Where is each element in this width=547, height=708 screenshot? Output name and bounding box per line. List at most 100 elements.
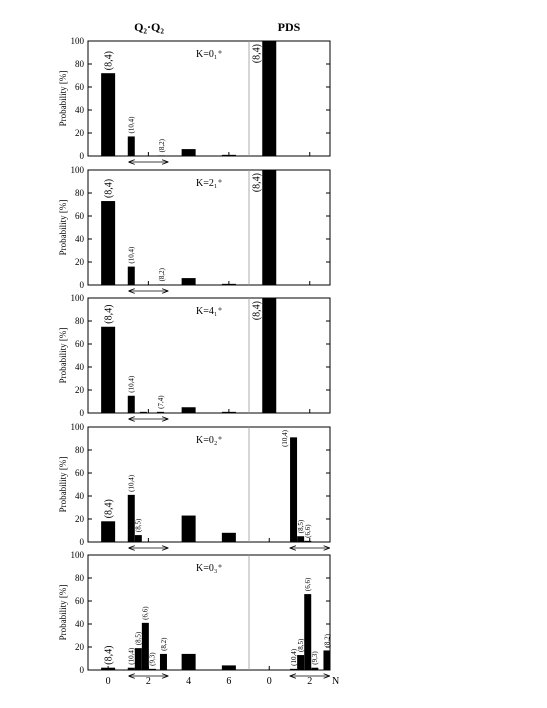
bar-label: (7,4) (157, 395, 165, 409)
annotation: K=0₁⁺ (196, 49, 223, 60)
bar (181, 653, 196, 670)
y-tick-label: 100 (71, 550, 85, 560)
bar-label: (8,5) (297, 638, 305, 652)
bar-label: (6,6) (304, 524, 312, 538)
panel-frame (87, 554, 331, 671)
bar (157, 155, 165, 156)
y-tick-label: 80 (75, 188, 85, 198)
bar-label: (9,3) (311, 651, 319, 665)
bar (141, 622, 149, 670)
bar (101, 73, 116, 156)
bar (262, 41, 277, 156)
bar (159, 653, 167, 670)
y-tick-label: 20 (75, 257, 85, 267)
bar-label: (8,5) (135, 518, 143, 532)
bar-label: (10,4) (128, 375, 136, 393)
bar (181, 278, 196, 285)
y-tick-label: 60 (75, 211, 85, 221)
bar (181, 407, 196, 413)
bar (134, 535, 142, 542)
bar (304, 594, 312, 670)
y-tick-label: 100 (71, 36, 85, 46)
panel-frame (87, 426, 331, 543)
bar (323, 650, 331, 670)
bar (101, 326, 116, 413)
bar (127, 494, 135, 542)
y-tick-label: 20 (75, 385, 85, 395)
y-tick-label: 80 (75, 573, 85, 583)
y-tick-label: 80 (75, 59, 85, 69)
bar-label: (8,5) (297, 519, 305, 533)
x-tick-label: 2 (146, 676, 151, 687)
bar-label: (8,2) (158, 267, 166, 281)
y-tick-label: 40 (75, 105, 85, 115)
bar (101, 667, 116, 670)
annotation: K=2₁⁺ (196, 178, 223, 189)
bar (127, 667, 135, 670)
bar-label: (6,6) (142, 606, 150, 620)
bar (297, 536, 305, 542)
bar (127, 136, 135, 156)
bar (157, 284, 165, 285)
y-tick-label: 40 (75, 234, 85, 244)
y-axis-label: Probability [%] (58, 71, 68, 127)
annotation: K=0₂⁺ (196, 435, 223, 446)
bar (221, 665, 236, 670)
bar (134, 648, 142, 670)
bar (139, 411, 147, 413)
y-axis-label: Probability [%] (58, 585, 68, 641)
y-tick-label: 20 (75, 128, 85, 138)
bar (101, 521, 116, 542)
right-header: PDS (278, 20, 301, 34)
bar (127, 266, 135, 285)
bar-label: (8,4) (103, 305, 114, 324)
bar (290, 437, 298, 542)
annotation: K=0₃⁺ (196, 563, 223, 574)
y-tick-label: 40 (75, 491, 85, 501)
y-tick-label: 40 (75, 362, 85, 372)
bar (181, 149, 196, 156)
annotation: K=4₁⁺ (196, 306, 223, 317)
y-tick-label: 20 (75, 514, 85, 524)
bar-label: (8,2) (323, 633, 331, 647)
bar-label: (8,4) (251, 44, 262, 63)
bar-label: (8,4) (103, 499, 114, 518)
y-tick-label: 0 (80, 408, 85, 418)
x-tick-label: 4 (186, 676, 191, 687)
bar-label: (10,4) (281, 429, 289, 447)
bar (311, 667, 319, 670)
y-tick-label: 60 (75, 339, 85, 349)
bar-label: (10,4) (128, 246, 136, 264)
y-tick-label: 0 (80, 280, 85, 290)
x-tick-label: 2 (307, 676, 312, 687)
x-axis-label: N (332, 676, 339, 687)
y-tick-label: 100 (71, 293, 85, 303)
bar (221, 283, 236, 285)
y-tick-label: 0 (80, 665, 85, 675)
bar (262, 298, 277, 413)
x-tick-label: 6 (226, 676, 231, 687)
bar-label: (8,4) (103, 51, 114, 70)
bar (221, 411, 236, 413)
panel-frame (87, 169, 331, 286)
bar (221, 532, 236, 542)
y-tick-label: 80 (75, 316, 85, 326)
x-tick-label: 0 (267, 676, 272, 687)
panel-frame (87, 297, 331, 414)
bar (127, 395, 135, 413)
y-tick-label: 60 (75, 468, 85, 478)
bar (156, 411, 164, 413)
panel-frame (87, 40, 331, 157)
bar-label: (8,4) (251, 173, 262, 192)
y-axis-label: Probability [%] (58, 200, 68, 256)
bar-label: (8,5) (135, 631, 143, 645)
bar (262, 170, 277, 285)
bar (297, 655, 305, 670)
left-header: Q₂·Q₂ (134, 20, 164, 34)
bar (181, 515, 196, 542)
x-tick-label: 0 (106, 676, 111, 687)
bar-label: (10,4) (290, 648, 298, 666)
bar (148, 668, 156, 670)
bar-label: (10,4) (128, 647, 136, 665)
